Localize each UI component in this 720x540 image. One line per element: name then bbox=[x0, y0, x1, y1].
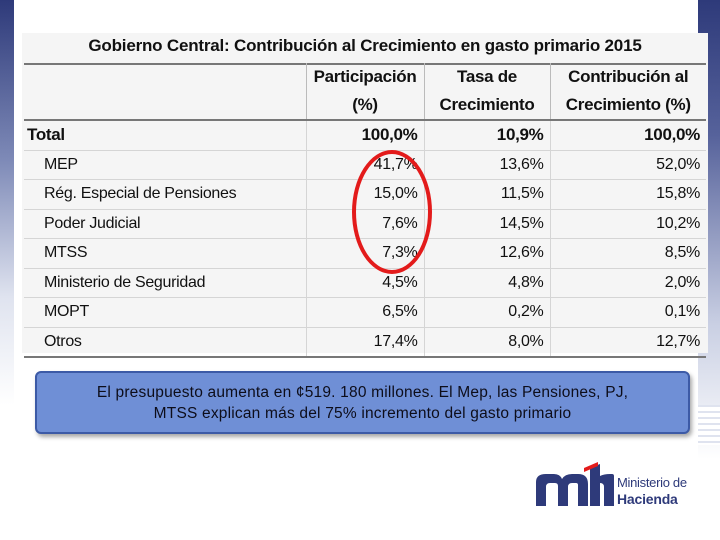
table-row: Rég. Especial de Pensiones 15,0% 11,5% 1… bbox=[24, 179, 706, 209]
row-label: Total bbox=[24, 119, 306, 150]
callout-box: El presupuesto aumenta en ¢519. 180 mill… bbox=[35, 371, 690, 434]
tasa-cell: 11,5% bbox=[423, 179, 550, 209]
tasa-cell: 14,5% bbox=[423, 208, 550, 239]
contribucion-cell: 0,1% bbox=[549, 297, 706, 327]
table-row: MOPT 6,5% 0,2% 0,1% bbox=[24, 297, 706, 327]
participacion-cell: 15,0% bbox=[305, 179, 424, 209]
contribucion-cell: 52,0% bbox=[549, 149, 706, 180]
tasa-cell: 13,6% bbox=[423, 149, 550, 180]
header-cell: Tasa de bbox=[423, 63, 550, 91]
participacion-cell: 7,6% bbox=[305, 208, 424, 239]
contribution-table: Participación Tasa de Contribución al (%… bbox=[24, 63, 706, 358]
header-cell: Crecimiento (%) bbox=[549, 91, 706, 121]
contribucion-cell: 15,8% bbox=[549, 179, 706, 209]
table-row: Poder Judicial 7,6% 14,5% 10,2% bbox=[24, 208, 706, 239]
header-cell: (%) bbox=[305, 91, 424, 121]
table-row: MEP 41,7% 13,6% 52,0% bbox=[24, 149, 706, 180]
participacion-cell: 7,3% bbox=[305, 238, 424, 268]
participacion-cell: 41,7% bbox=[305, 149, 424, 180]
header-cell bbox=[24, 91, 306, 121]
participacion-cell: 100,0% bbox=[305, 119, 424, 150]
callout-line: El presupuesto aumenta en ¢519. 180 mill… bbox=[96, 383, 629, 401]
table-row: Ministerio de Seguridad 4,5% 4,8% 2,0% bbox=[24, 267, 706, 298]
mh-logo-icon bbox=[536, 462, 614, 506]
header-cell: Crecimiento bbox=[423, 91, 550, 121]
row-label: Rég. Especial de Pensiones bbox=[24, 179, 306, 209]
contribucion-cell: 2,0% bbox=[549, 267, 706, 298]
contribucion-cell: 10,2% bbox=[549, 208, 706, 239]
row-label: Ministerio de Seguridad bbox=[24, 267, 306, 298]
frame-left-decoration bbox=[0, 0, 14, 540]
contribucion-cell: 12,7% bbox=[549, 326, 706, 358]
table-header-row: (%) Crecimiento Crecimiento (%) bbox=[24, 91, 706, 121]
table-row-total: Total 100,0% 10,9% 100,0% bbox=[24, 119, 706, 150]
contribucion-cell: 100,0% bbox=[549, 119, 706, 150]
logo-text: Ministerio de Hacienda bbox=[617, 474, 687, 508]
tasa-cell: 12,6% bbox=[423, 238, 550, 268]
header-cell bbox=[24, 63, 306, 91]
table-row: Otros 17,4% 8,0% 12,7% bbox=[24, 326, 706, 358]
contribucion-cell: 8,5% bbox=[549, 238, 706, 268]
table-title: Gobierno Central: Contribución al Crecim… bbox=[88, 36, 642, 55]
tasa-cell: 10,9% bbox=[423, 119, 550, 150]
row-label: Poder Judicial bbox=[24, 208, 306, 239]
participacion-cell: 6,5% bbox=[305, 297, 424, 327]
tasa-cell: 0,2% bbox=[423, 297, 550, 327]
participacion-cell: 17,4% bbox=[305, 326, 424, 358]
table-header-row: Participación Tasa de Contribución al bbox=[24, 63, 706, 91]
callout-line: MTSS explican más del 75% incremento del… bbox=[153, 404, 572, 422]
participacion-cell: 4,5% bbox=[305, 267, 424, 298]
table-row: MTSS 7,3% 12,6% 8,5% bbox=[24, 238, 706, 268]
tasa-cell: 8,0% bbox=[423, 326, 550, 358]
row-label: Otros bbox=[24, 326, 306, 358]
header-cell: Contribución al bbox=[549, 63, 706, 91]
header-cell: Participación bbox=[305, 63, 424, 91]
logo-line-2: Hacienda bbox=[617, 491, 678, 507]
logo-line-1: Ministerio de bbox=[617, 475, 687, 490]
row-label: MTSS bbox=[24, 238, 306, 268]
row-label: MEP bbox=[24, 149, 306, 180]
row-label: MOPT bbox=[24, 297, 306, 327]
tasa-cell: 4,8% bbox=[423, 267, 550, 298]
